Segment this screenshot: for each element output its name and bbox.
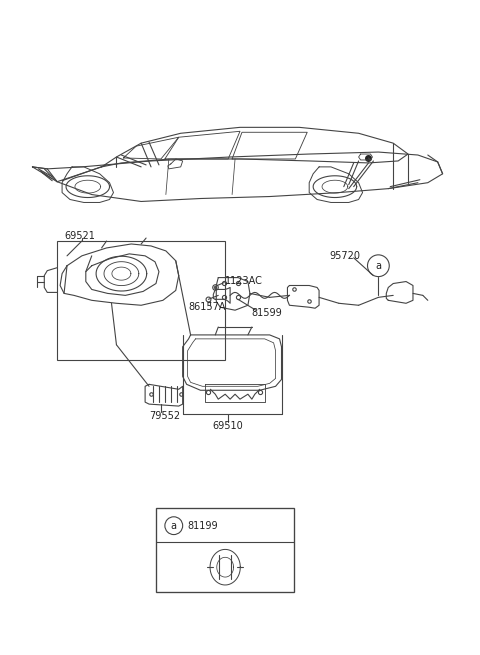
- Text: a: a: [171, 521, 177, 531]
- Text: 69521: 69521: [64, 231, 95, 241]
- Text: 1123AC: 1123AC: [225, 276, 263, 286]
- Bar: [156, 508, 294, 592]
- Text: 86157A: 86157A: [189, 302, 226, 312]
- Text: 69510: 69510: [213, 421, 243, 431]
- Bar: [57, 241, 225, 360]
- Text: 81599: 81599: [252, 308, 283, 318]
- Text: 81199: 81199: [188, 521, 218, 531]
- Text: 79552: 79552: [149, 411, 180, 421]
- Text: a: a: [375, 261, 382, 271]
- Text: 95720: 95720: [329, 251, 360, 261]
